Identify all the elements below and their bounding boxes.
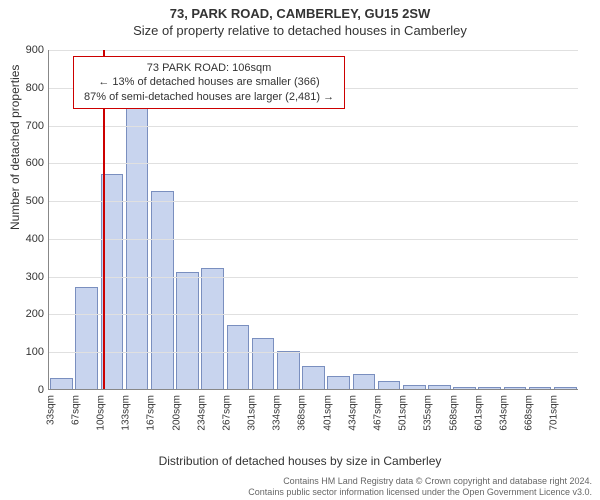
- x-tick-label: 668sqm: [524, 395, 535, 431]
- bar-slot: 434sqm: [351, 50, 376, 389]
- bar-slot: 501sqm: [402, 50, 427, 389]
- y-tick-label: 500: [4, 195, 44, 207]
- gridline: [49, 239, 578, 240]
- bar-slot: 634sqm: [502, 50, 527, 389]
- y-tick-label: 0: [4, 384, 44, 396]
- histogram-bar: [403, 385, 426, 389]
- annotation-title: 73 PARK ROAD: 106sqm: [84, 61, 334, 75]
- histogram-bar: [453, 387, 476, 389]
- chart-subtitle: Size of property relative to detached ho…: [0, 23, 600, 38]
- y-tick-label: 400: [4, 233, 44, 245]
- y-tick-label: 300: [4, 271, 44, 283]
- histogram-bar: [50, 378, 73, 389]
- histogram-bar: [75, 287, 98, 389]
- x-tick-label: 33sqm: [45, 395, 56, 425]
- histogram-bar: [176, 272, 199, 389]
- y-tick-label: 200: [4, 308, 44, 320]
- x-tick-label: 334sqm: [272, 395, 283, 431]
- x-tick-label: 467sqm: [373, 395, 384, 431]
- x-tick-label: 167sqm: [146, 395, 157, 431]
- histogram-bar: [529, 387, 552, 389]
- x-tick-label: 133sqm: [121, 395, 132, 431]
- plot-area: 33sqm 67sqm 100sqm 133sqm 167sqm 200sqm 234sqm…: [48, 50, 578, 430]
- x-tick-label: 434sqm: [347, 395, 358, 431]
- bar-slot: 701sqm: [553, 50, 578, 389]
- x-tick-label: 234sqm: [196, 395, 207, 431]
- y-tick-label: 600: [4, 157, 44, 169]
- histogram-bar: [126, 98, 149, 389]
- chart-area: 33sqm67sqm100sqm133sqm167sqm200sqm234sqm…: [48, 50, 578, 390]
- y-tick-label: 700: [4, 120, 44, 132]
- x-tick-label: 535sqm: [423, 395, 434, 431]
- histogram-bar: [277, 351, 300, 389]
- bar-slot: 467sqm: [376, 50, 401, 389]
- histogram-bar: [327, 376, 350, 389]
- x-axis-label: Distribution of detached houses by size …: [0, 454, 600, 468]
- histogram-bar: [428, 385, 451, 389]
- histogram-bar: [478, 387, 501, 389]
- histogram-bar: [504, 387, 527, 389]
- y-tick-label: 800: [4, 82, 44, 94]
- gridline: [49, 50, 578, 51]
- x-tick-label: 634sqm: [498, 395, 509, 431]
- histogram-bar: [554, 387, 577, 389]
- histogram-bar: [353, 374, 376, 389]
- histogram-bar: [151, 191, 174, 389]
- bar-slot: 33sqm: [49, 50, 74, 389]
- address-title: 73, PARK ROAD, CAMBERLEY, GU15 2SW: [0, 6, 600, 21]
- footer-line1: Contains HM Land Registry data © Crown c…: [248, 476, 592, 487]
- y-tick-label: 900: [4, 44, 44, 56]
- histogram-bar: [302, 366, 325, 389]
- bar-slot: 535sqm: [427, 50, 452, 389]
- x-tick-label: 267sqm: [221, 395, 232, 431]
- bar-slot: 601sqm: [477, 50, 502, 389]
- x-tick-label: 100sqm: [95, 395, 106, 431]
- bar-slot: 668sqm: [528, 50, 553, 389]
- gridline: [49, 201, 578, 202]
- histogram-bar: [227, 325, 250, 389]
- histogram-bar: [201, 268, 224, 389]
- histogram-bar: [252, 338, 275, 389]
- x-tick-label: 301sqm: [247, 395, 258, 431]
- x-tick-label: 601sqm: [473, 395, 484, 431]
- x-tick-label: 200sqm: [171, 395, 182, 431]
- chart-header: 73, PARK ROAD, CAMBERLEY, GU15 2SW Size …: [0, 0, 600, 38]
- footer-line2: Contains public sector information licen…: [248, 487, 592, 498]
- annotation-line-larger: 87% of semi-detached houses are larger (…: [84, 90, 334, 104]
- x-tick-label: 401sqm: [322, 395, 333, 431]
- gridline: [49, 352, 578, 353]
- gridline: [49, 126, 578, 127]
- x-tick-label: 368sqm: [297, 395, 308, 431]
- x-tick-label: 701sqm: [549, 395, 560, 431]
- footer-attribution: Contains HM Land Registry data © Crown c…: [248, 476, 592, 498]
- bar-slot: 568sqm: [452, 50, 477, 389]
- gridline: [49, 163, 578, 164]
- histogram-bar: [378, 381, 401, 389]
- annotation-line-smaller: ← 13% of detached houses are smaller (36…: [84, 75, 334, 89]
- x-tick-label: 568sqm: [448, 395, 459, 431]
- y-tick-label: 100: [4, 346, 44, 358]
- gridline: [49, 314, 578, 315]
- annotation-box: 73 PARK ROAD: 106sqm ← 13% of detached h…: [73, 56, 345, 109]
- x-tick-label: 67sqm: [70, 395, 81, 425]
- x-tick-label: 501sqm: [398, 395, 409, 431]
- gridline: [49, 277, 578, 278]
